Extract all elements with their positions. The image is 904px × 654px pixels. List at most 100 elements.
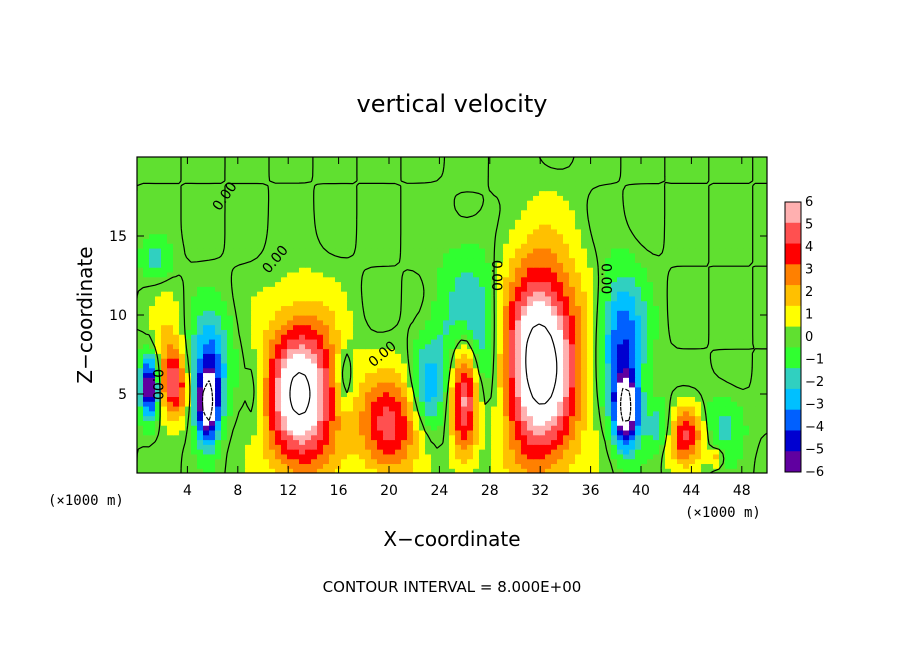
field-cell bbox=[149, 382, 156, 388]
field-cell bbox=[557, 401, 564, 407]
field-cell bbox=[269, 391, 276, 397]
field-cell bbox=[467, 405, 474, 412]
field-cell bbox=[161, 429, 168, 436]
field-cell bbox=[635, 329, 642, 335]
field-cell bbox=[587, 367, 594, 374]
field-cell bbox=[341, 449, 348, 455]
field-cell bbox=[329, 444, 336, 450]
field-cell bbox=[683, 372, 690, 378]
field-cell bbox=[647, 281, 654, 287]
field-cell bbox=[281, 458, 288, 465]
field-cell bbox=[563, 415, 570, 421]
field-cell bbox=[545, 415, 552, 421]
field-cell bbox=[623, 358, 630, 364]
field-cell bbox=[569, 286, 576, 292]
field-cell bbox=[701, 247, 708, 254]
field-cell bbox=[173, 319, 180, 326]
field-cell bbox=[707, 281, 714, 287]
field-cell bbox=[563, 396, 570, 402]
field-cell bbox=[251, 420, 258, 426]
field-cell bbox=[497, 324, 504, 330]
field-cell bbox=[737, 410, 744, 417]
field-cell bbox=[419, 243, 426, 249]
field-cell bbox=[317, 324, 324, 330]
field-cell bbox=[215, 291, 222, 297]
field-cell bbox=[401, 444, 408, 450]
field-cell bbox=[209, 429, 216, 436]
field-cell bbox=[191, 353, 198, 359]
field-cell bbox=[455, 405, 462, 412]
field-cell bbox=[317, 276, 324, 283]
field-cell bbox=[479, 348, 486, 354]
field-cell bbox=[245, 252, 252, 259]
field-cell bbox=[383, 291, 390, 297]
field-cell bbox=[263, 444, 270, 450]
field-cell bbox=[485, 286, 492, 292]
field-cell bbox=[419, 362, 426, 369]
field-cell bbox=[515, 449, 522, 455]
field-cell bbox=[179, 420, 186, 426]
field-cell bbox=[683, 386, 690, 393]
field-cell bbox=[359, 315, 366, 321]
field-cell bbox=[731, 377, 738, 383]
field-cell bbox=[719, 429, 726, 436]
field-cell bbox=[689, 329, 696, 335]
field-cell bbox=[467, 319, 474, 326]
field-cell bbox=[233, 286, 240, 292]
field-cell bbox=[569, 343, 576, 350]
field-cell bbox=[575, 377, 582, 383]
field-cell bbox=[407, 329, 414, 335]
field-cell bbox=[329, 257, 336, 263]
field-cell bbox=[179, 300, 186, 307]
field-cell bbox=[137, 429, 144, 436]
field-cell bbox=[503, 319, 510, 326]
field-cell bbox=[623, 401, 630, 407]
field-cell bbox=[221, 286, 228, 292]
field-cell bbox=[443, 291, 450, 297]
field-cell bbox=[137, 434, 144, 441]
field-cell bbox=[521, 295, 528, 302]
field-cell bbox=[293, 405, 300, 412]
field-cell bbox=[281, 310, 288, 316]
field-cell bbox=[221, 319, 228, 326]
field-cell bbox=[431, 315, 438, 321]
field-cell bbox=[587, 286, 594, 292]
field-cell bbox=[419, 410, 426, 417]
field-cell bbox=[149, 262, 156, 268]
field-cell bbox=[659, 305, 666, 311]
field-cell bbox=[665, 458, 672, 465]
field-cell bbox=[689, 372, 696, 378]
field-cell bbox=[509, 310, 516, 316]
field-cell bbox=[743, 429, 750, 436]
field-cell bbox=[137, 377, 144, 383]
field-cell bbox=[641, 463, 648, 469]
field-cell bbox=[755, 276, 762, 283]
field-cell bbox=[485, 463, 492, 469]
field-cell bbox=[419, 396, 426, 402]
field-cell bbox=[485, 324, 492, 330]
field-cell bbox=[293, 338, 300, 345]
field-cell bbox=[599, 305, 606, 311]
field-cell bbox=[749, 386, 756, 393]
field-cell bbox=[449, 453, 456, 460]
field-cell bbox=[515, 420, 522, 426]
field-cell bbox=[293, 353, 300, 359]
field-cell bbox=[689, 382, 696, 388]
field-cell bbox=[215, 247, 222, 254]
field-cell bbox=[737, 420, 744, 426]
field-cell bbox=[191, 291, 198, 297]
field-cell bbox=[617, 425, 624, 431]
field-cell bbox=[341, 348, 348, 354]
field-cell bbox=[737, 382, 744, 388]
field-cell bbox=[761, 468, 767, 473]
field-cell bbox=[437, 310, 444, 316]
field-cell bbox=[143, 386, 150, 393]
field-cell bbox=[731, 257, 738, 263]
field-cell bbox=[689, 291, 696, 297]
field-cell bbox=[143, 367, 150, 374]
field-cell bbox=[281, 415, 288, 421]
field-cell bbox=[575, 401, 582, 407]
field-cell bbox=[347, 300, 354, 307]
field-cell bbox=[161, 271, 168, 278]
field-cell bbox=[653, 276, 660, 283]
